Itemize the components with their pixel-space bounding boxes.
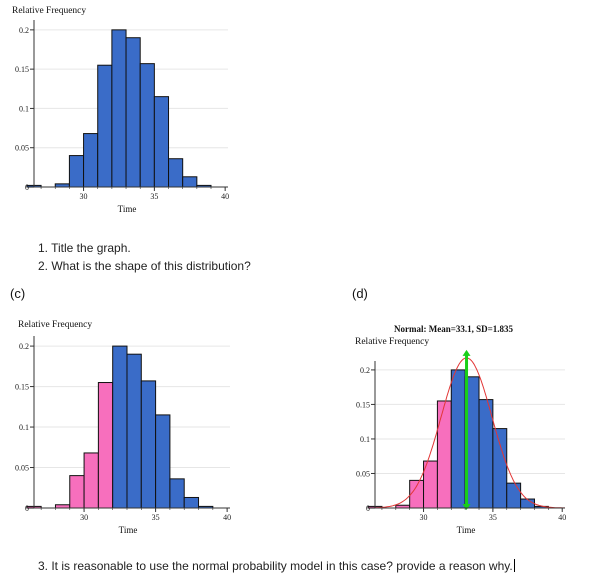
c-bar [169,478,185,509]
question-1: 1. Title the graph. [38,241,131,255]
d-bar [478,399,494,509]
d-y-tick-label: 0 [366,504,370,513]
c-x-tick-label: 30 [80,513,88,522]
top-y-tick-label: 0.2 [19,26,29,35]
top-bar [168,158,184,188]
top-bar [182,176,198,188]
c-bar [69,475,85,509]
d-y-tick-label: 0.05 [356,469,370,478]
top-x-tick-label: 30 [80,192,88,201]
c-bar [183,496,200,509]
c-bar [97,382,114,509]
top-x-tick-label: 35 [150,192,158,201]
d-normal-curve [374,357,565,509]
top-bar [68,155,85,188]
text-cursor [513,559,515,572]
c-bar [140,380,157,509]
d-y-tick-label: 0.15 [356,400,370,409]
top-bar [111,29,127,188]
panel-label-c: (c) [10,286,26,301]
d-bar [450,369,466,509]
c-y-tick-label: 0 [25,504,29,513]
d-x-tick-label: 35 [489,513,497,522]
d-bar [409,479,425,509]
d-mean-arrow-bottom [462,504,471,510]
d-y-axis-label: Relative Frequency [355,337,429,347]
top-y-tick-label: 0.1 [19,104,29,113]
c-y-tick-label: 0.1 [19,423,29,432]
d-x-axis-label: Time [457,525,476,535]
top-bar [139,63,155,188]
top-bar [125,37,141,188]
c-y-tick-label: 0.05 [15,464,29,473]
question-3[interactable]: 3. It is reasonable to use the normal pr… [38,559,515,573]
top-y-tick-label: 0.05 [15,144,29,153]
c-bar [112,345,128,509]
panel-label-d: (d) [352,286,368,301]
d-y-tick-label: 0.2 [360,366,370,375]
d-bar [506,482,522,509]
c-bar [126,353,142,509]
question-2: 2. What is the shape of this distributio… [38,259,251,273]
top-y-tick-label: 0.15 [15,65,29,74]
d-y-tick-label: 0.1 [360,435,370,444]
top-x-axis-label: Time [118,204,137,214]
d-bar [436,400,452,509]
top-bar [97,64,113,188]
top-bar [83,133,99,188]
d-bar [520,498,535,509]
top-x-tick-label: 40 [221,192,229,201]
d-mean-arrow-top [462,349,471,356]
top-y-axis-label: Relative Frequency [12,6,86,16]
c-y-tick-label: 0.15 [15,383,29,392]
top-y-tick-label: 0 [25,183,29,192]
d-bar [492,428,508,509]
d-x-tick-label: 40 [558,513,566,522]
c-x-axis-label: Time [119,525,138,535]
c-bar [83,452,99,509]
question-3-text: 3. It is reasonable to use the normal pr… [38,559,513,573]
c-bar [155,414,171,509]
c-y-axis-label: Relative Frequency [18,320,92,330]
d-x-tick-label: 30 [420,513,428,522]
c-y-tick-label: 0.2 [19,342,29,351]
d-chart-title: Normal: Mean=33.1, SD=1.835 [394,324,513,334]
top-bar [153,96,170,188]
c-x-tick-label: 40 [223,513,231,522]
c-x-tick-label: 35 [152,513,160,522]
